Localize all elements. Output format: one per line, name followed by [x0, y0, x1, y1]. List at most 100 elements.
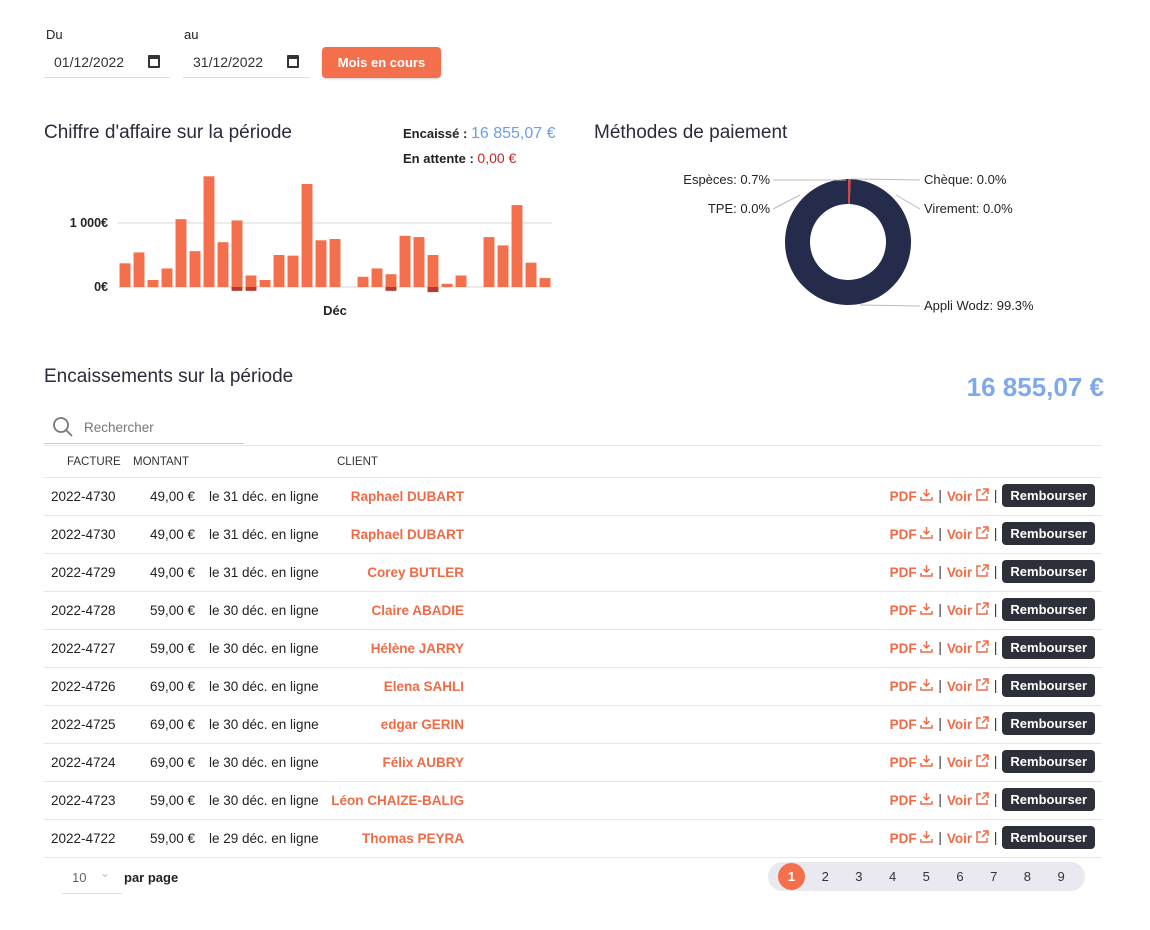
- current-month-button[interactable]: Mois en cours: [322, 47, 441, 78]
- view-link[interactable]: Voir: [947, 677, 989, 694]
- table-row: 2022-4726 69,00 € le 30 déc. en ligne Elena…: [44, 668, 1102, 706]
- invoice-number: 2022-4725: [51, 717, 116, 732]
- view-link[interactable]: Voir: [947, 601, 989, 618]
- download-icon: [920, 640, 934, 653]
- pdf-link[interactable]: PDF: [890, 564, 934, 580]
- revenue-bar: [441, 283, 453, 287]
- revenue-bar: [133, 252, 145, 287]
- pdf-label: PDF: [889, 716, 917, 732]
- payment-date: le 29 déc. en ligne: [209, 831, 319, 846]
- page-2-button[interactable]: 2: [821, 869, 829, 884]
- pdf-link[interactable]: PDF: [890, 716, 934, 732]
- amount: 49,00 €: [149, 489, 195, 504]
- page-1-button[interactable]: 1: [778, 863, 805, 890]
- pdf-label: PDF: [889, 792, 917, 808]
- calendar-icon[interactable]: [148, 55, 160, 68]
- view-link[interactable]: Voir: [947, 753, 989, 770]
- revenue-bar: [189, 251, 201, 287]
- pdf-link[interactable]: PDF: [890, 792, 934, 808]
- table-row: 2022-4730 49,00 € le 31 déc. en ligne Rapha…: [44, 478, 1102, 516]
- donut-label: Appli Wodz: 99.3%: [924, 298, 1034, 313]
- revenue-bar: [273, 255, 285, 287]
- payment-date: le 31 déc. en ligne: [209, 565, 319, 580]
- pdf-link[interactable]: PDF: [890, 754, 934, 770]
- client-link[interactable]: edgar GERIN: [380, 717, 464, 732]
- payment-date: le 30 déc. en ligne: [209, 793, 319, 808]
- revenue-bar-chart: 1 000€ 0€ Déc: [70, 176, 552, 318]
- client-link[interactable]: Thomas PEYRA: [361, 831, 464, 846]
- view-link[interactable]: Voir: [947, 639, 989, 656]
- calendar-icon[interactable]: [287, 55, 299, 68]
- invoice-number: 2022-4730: [51, 489, 116, 504]
- view-link[interactable]: Voir: [947, 525, 989, 542]
- pending-label: En attente :: [403, 151, 474, 166]
- header-facture[interactable]: FACTURE: [67, 456, 121, 468]
- from-date-input[interactable]: 01/12/2022: [44, 46, 170, 78]
- refund-button[interactable]: Rembourser: [1002, 636, 1095, 659]
- client-link[interactable]: Hélène JARRY: [370, 641, 464, 656]
- page-5-button[interactable]: 5: [922, 869, 930, 884]
- payment-methods-donut: Espèces: 0.7% Chèque: 0.0% TPE: 0.0% Vireme…: [683, 172, 1034, 313]
- separator: |: [993, 640, 998, 655]
- header-client[interactable]: CLIENT: [337, 456, 378, 468]
- encaissements-total: 16 855,07 €: [966, 372, 1104, 402]
- client-link[interactable]: Félix AUBRY: [382, 755, 464, 770]
- page-7-button[interactable]: 7: [990, 869, 998, 884]
- table-row: 2022-4722 59,00 € le 29 déc. en ligne Thoma…: [44, 820, 1102, 858]
- header-montant[interactable]: MONTANT: [133, 456, 190, 468]
- refund-button[interactable]: Rembourser: [1002, 712, 1095, 735]
- pdf-link[interactable]: PDF: [890, 602, 934, 618]
- refund-button[interactable]: Rembourser: [1002, 674, 1095, 697]
- revenue-bar: [161, 268, 173, 287]
- per-page-select[interactable]: 10 ⌄: [62, 864, 122, 894]
- client-link[interactable]: Corey BUTLER: [367, 565, 464, 580]
- page-3-button[interactable]: 3: [855, 869, 863, 884]
- donut-label: TPE: 0.0%: [708, 201, 771, 216]
- refund-button[interactable]: Rembourser: [1002, 788, 1095, 811]
- client-link[interactable]: Claire ABADIE: [371, 603, 464, 618]
- refund-button[interactable]: Rembourser: [1002, 560, 1095, 583]
- separator: |: [993, 602, 998, 617]
- refund-button[interactable]: Rembourser: [1002, 522, 1095, 545]
- pdf-link[interactable]: PDF: [890, 640, 934, 656]
- page-4-button[interactable]: 4: [888, 869, 897, 884]
- revenue-bar: [259, 279, 271, 287]
- revenue-bar: [385, 274, 397, 287]
- external-link-icon: [976, 487, 989, 501]
- amount: 59,00 €: [149, 603, 195, 618]
- external-link-icon: [976, 677, 989, 691]
- refund-button[interactable]: Rembourser: [1002, 826, 1095, 849]
- page-8-button[interactable]: 8: [1023, 869, 1031, 884]
- pdf-link[interactable]: PDF: [890, 830, 934, 846]
- amount: 59,00 €: [149, 793, 195, 808]
- view-link[interactable]: Voir: [947, 715, 989, 732]
- row-actions: PDF | Voir | Rembourser: [890, 712, 1095, 735]
- table-row: 2022-4728 59,00 € le 30 déc. en ligne Clair…: [44, 592, 1102, 630]
- donut-label: Virement: 0.0%: [924, 201, 1013, 216]
- to-date-input[interactable]: 31/12/2022: [183, 46, 309, 78]
- per-page-label: par page: [124, 870, 179, 885]
- pdf-link[interactable]: PDF: [890, 488, 934, 504]
- amount: 49,00 €: [149, 565, 195, 580]
- refund-button[interactable]: Rembourser: [1002, 750, 1095, 773]
- pdf-link[interactable]: PDF: [890, 678, 934, 694]
- view-link[interactable]: Voir: [947, 563, 989, 580]
- search-field[interactable]: Rechercher: [44, 410, 244, 444]
- revenue-bar: [119, 263, 131, 287]
- separator: |: [993, 716, 998, 731]
- collected-label: Encaissé :: [403, 126, 468, 141]
- view-link[interactable]: Voir: [947, 791, 989, 808]
- client-link[interactable]: Léon CHAIZE-BALIG: [331, 793, 464, 808]
- refund-button[interactable]: Rembourser: [1002, 484, 1095, 507]
- client-link[interactable]: Raphael DUBART: [350, 527, 464, 542]
- page-6-button[interactable]: 6: [956, 869, 964, 884]
- client-link[interactable]: Elena SAHLI: [383, 679, 464, 694]
- search-placeholder: Rechercher: [84, 420, 154, 435]
- refund-button[interactable]: Rembourser: [1002, 598, 1095, 621]
- to-date-value: 31/12/2022: [193, 53, 264, 70]
- view-link[interactable]: Voir: [947, 829, 989, 846]
- view-link[interactable]: Voir: [947, 487, 989, 504]
- pdf-link[interactable]: PDF: [890, 526, 934, 542]
- page-9-button[interactable]: 9: [1057, 869, 1065, 884]
- client-link[interactable]: Raphael DUBART: [350, 489, 464, 504]
